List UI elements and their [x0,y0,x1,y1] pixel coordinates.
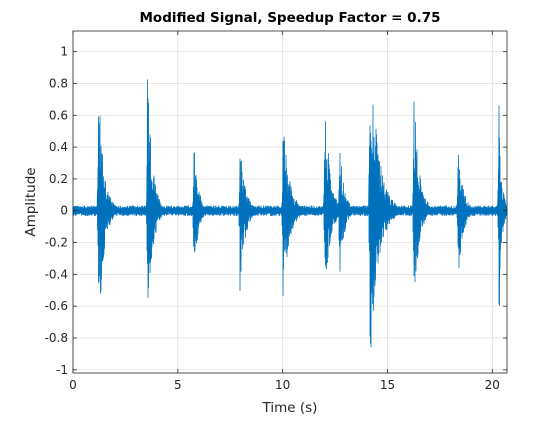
x-tick-label: 0 [69,378,77,392]
y-tick-label: -0.2 [45,236,68,250]
signal-series [72,79,508,348]
y-tick-label: -0.4 [45,267,68,281]
y-tick-label: 1 [60,45,68,59]
y-tick-label: 0 [60,204,68,218]
y-tick-label: 0.8 [49,76,68,90]
signal-line [72,79,508,348]
y-tick-label: -0.6 [45,299,68,313]
x-tick-label: 20 [485,378,500,392]
axes-box [72,30,508,374]
x-tick-label: 5 [174,378,182,392]
y-axis-label: Amplitude [23,167,39,236]
chart-title: Modified Signal, Speedup Factor = 0.75 [139,10,440,26]
x-tick-label: 10 [275,378,290,392]
y-tick-label: 0.2 [49,172,68,186]
y-tick-label: 0.6 [49,108,68,122]
y-tick-label: -1 [56,363,68,377]
x-axis-label: Time (s) [262,400,318,416]
axis-ticks: 0 5 10 15 20 -1 -0.8 -0.6 -0.4 -0.2 0 0.2 0.4 0.6 0.8 1 [45,31,507,392]
y-tick-label: -0.8 [45,331,68,345]
y-tick-label: 0.4 [49,140,68,154]
x-tick-label: 15 [380,378,395,392]
